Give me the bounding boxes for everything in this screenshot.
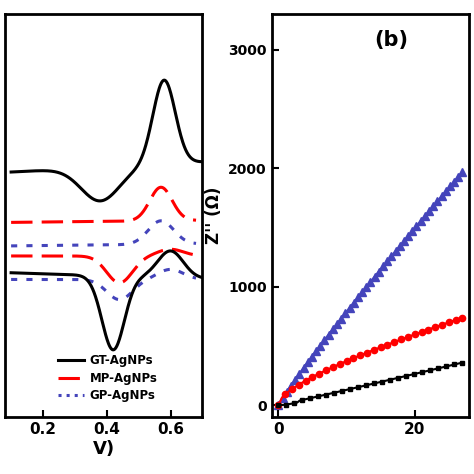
Y-axis label: Z'' (Ω): Z'' (Ω) [205, 187, 223, 245]
Legend: GT-AgNPs, MP-AgNPs, GP-AgNPs: GT-AgNPs, MP-AgNPs, GP-AgNPs [53, 349, 162, 407]
Text: (b): (b) [374, 30, 409, 50]
X-axis label: V): V) [92, 440, 115, 458]
